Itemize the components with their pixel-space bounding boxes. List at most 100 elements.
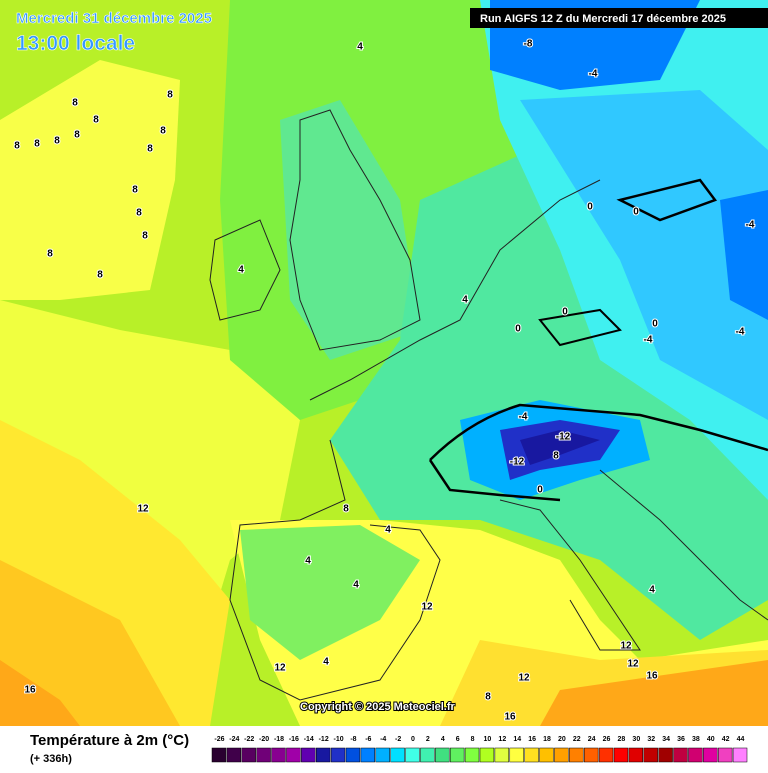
legend-tick-label: 32 [647,736,655,743]
legend-tick-label: 28 [618,736,626,743]
legend-title: Température à 2m (°C) [30,732,189,749]
valid-time: 13:00 locale [16,32,135,55]
contour-label: 8 [93,115,99,126]
contour-label: -4 [644,335,653,346]
copyright: Copyright © 2025 Meteociel.fr [300,701,456,713]
legend-swatch [717,747,733,763]
legend-swatch [301,747,316,763]
contour-label: 4 [238,265,244,276]
legend-tick-label: 6 [456,736,460,743]
legend-swatch [569,747,584,763]
legend-swatch [464,747,480,763]
legend-tick-label: 16 [528,736,536,743]
legend-tick-label: -16 [289,736,299,743]
contour-label: 8 [97,270,103,281]
legend-tick-label: 10 [484,736,492,743]
legend-swatch [271,747,286,763]
contour-label: 8 [485,692,491,703]
legend-swatch [673,747,688,763]
legend-swatch [435,747,450,763]
legend-tick-label: 12 [498,736,506,743]
legend-tick-label: 40 [707,736,715,743]
run-info: Run AIGFS 12 Z du Mercredi 17 décembre 2… [480,13,726,25]
legend-tick-label: -2 [395,736,401,743]
contour-label: 8 [142,231,148,242]
legend-swatch [390,747,405,763]
legend-tick-label: 0 [411,736,415,743]
legend-swatch [643,747,658,763]
contour-label: 4 [649,585,655,596]
contour-label: 16 [646,671,658,682]
legend-tick-label: 26 [603,736,611,743]
legend-swatch [479,747,495,763]
legend-tick-label: 20 [558,736,566,743]
contour-label: 0 [515,324,521,335]
contour-label: 8 [167,90,173,101]
contour-label: -4 [519,412,528,423]
contour-label: 16 [504,712,516,723]
color-scale: -26 -24 -22 -20 -18 -16 -14 -12 -10 -8 -6 -4 -2 0 2 4 6 8… [211,736,748,763]
legend-swatch [688,747,703,763]
legend-swatch [345,747,361,763]
legend-swatch [583,747,599,763]
legend-tick-label: 18 [543,736,551,743]
contour-label: 12 [620,641,632,652]
contour-label: 12 [137,504,149,515]
contour-label: 0 [633,207,639,218]
contour-label: 8 [74,130,80,141]
legend-tick-label: 4 [441,736,445,743]
legend-swatch [539,747,554,763]
contour-label: -12 [510,457,525,468]
legend-tick-label: -18 [274,736,284,743]
contour-label: 4 [305,556,311,567]
contour-label: 8 [147,144,153,155]
legend-tick-label: -14 [304,736,314,743]
valid-date: Mercredi 31 décembre 2025 [16,10,212,27]
contour-label: -4 [736,327,745,338]
coastlines [209,109,768,701]
legend-swatch [211,747,227,763]
legend-swatch [554,747,569,763]
legend-swatch [256,747,271,763]
legend-tick-label: 30 [632,736,640,743]
legend-swatch [226,747,242,763]
contour-label: 4 [353,580,359,591]
legend-swatch [286,747,301,763]
contour-label: -8 [524,39,533,50]
legend-swatch [509,747,524,763]
legend-tick-label: 36 [677,736,685,743]
contour-label: -4 [746,220,755,231]
legend-tick-label: -6 [365,736,371,743]
contour-label: 16 [24,685,36,696]
legend-tick-label: 42 [722,736,730,743]
legend-swatch [598,747,614,763]
contour-label: 8 [72,98,78,109]
legend-swatch [494,747,510,763]
contour-label: 12 [518,673,530,684]
legend-tick-label: -22 [244,736,254,743]
legend-swatch [613,747,629,763]
contour-label: 4 [385,525,391,536]
contour-label: 0 [562,307,568,318]
legend-tick-label: -20 [259,736,269,743]
contour-labels: 8 8 88888888888844400-4-4-8-4-12-1280-4001… [13,38,756,724]
run-box [470,8,768,28]
contour-label: 12 [421,602,433,613]
legend-tick-label: -4 [380,736,386,743]
legend-tick-label: 34 [662,736,670,743]
contour-label: 4 [462,295,468,306]
contour-label: 8 [136,208,142,219]
legend-swatch [315,747,331,763]
legend-tick-label: 2 [426,736,430,743]
contour-label: 4 [357,42,363,53]
legend-swatch [405,747,420,763]
legend-tick-label: 22 [573,736,581,743]
contour-label: -12 [556,432,571,443]
legend-swatch [241,747,256,763]
legend-tick-label: 38 [692,736,700,743]
contour-label: 8 [54,136,60,147]
contour-label: 8 [47,249,53,260]
legend-swatch [420,747,435,763]
legend-swatch [732,747,748,763]
